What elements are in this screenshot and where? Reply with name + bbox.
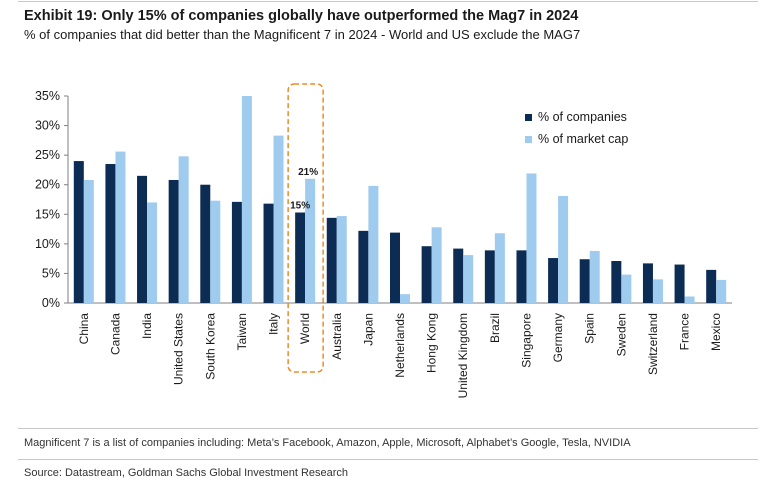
x-tick-label: Spain (583, 313, 597, 344)
x-tick-label: Brazil (488, 313, 502, 343)
bar-companies-germany (548, 258, 559, 303)
bar-companies-mexico (706, 269, 717, 303)
bar-market-cap-world (305, 178, 316, 303)
x-tick-label: France (678, 313, 692, 351)
x-tick-label: Mexico (709, 313, 723, 351)
x-tick-label: China (77, 313, 91, 345)
bar-market-cap-united-states (178, 156, 189, 303)
x-tick-label: Italy (267, 313, 281, 335)
bar-companies-france (674, 264, 685, 303)
y-tick-label: 20% (35, 178, 60, 192)
bar-market-cap-switzerland (652, 279, 663, 303)
x-tick-label: Sweden (614, 313, 628, 356)
bar-companies-sweden (611, 261, 622, 303)
bar-market-cap-south-korea (210, 200, 221, 303)
y-tick-label: 0% (42, 296, 60, 310)
bar-companies-brazil (484, 250, 495, 303)
source-divider (18, 459, 758, 460)
x-tick-label: World (298, 313, 312, 344)
x-tick-label: Japan (361, 313, 375, 346)
x-tick-label: Canada (108, 313, 122, 355)
bar-companies-hong-kong (421, 246, 432, 303)
bar-market-cap-canada (115, 151, 126, 303)
data-label: 21% (298, 167, 318, 178)
footer-divider (18, 428, 758, 429)
bar-market-cap-taiwan (241, 96, 252, 303)
bar-companies-south-korea (200, 184, 211, 303)
bar-companies-united-kingdom (453, 248, 464, 303)
chart-bars: 15% 21% (73, 83, 727, 373)
bar-market-cap-united-kingdom (463, 255, 474, 303)
x-tick-label: United States (172, 313, 186, 385)
x-tick-label: Hong Kong (425, 313, 439, 373)
bar-market-cap-sweden (621, 274, 632, 303)
bar-market-cap-germany (558, 195, 569, 303)
chart-title: Exhibit 19: Only 15% of companies global… (24, 8, 579, 24)
bar-companies-india (137, 175, 148, 303)
bar-companies-netherlands (390, 232, 400, 303)
bar-market-cap-brazil (494, 233, 505, 303)
y-tick-label: 5% (42, 266, 60, 280)
bar-market-cap-australia (336, 216, 347, 303)
x-tick-label: United Kingdom (456, 313, 470, 398)
bar-market-cap-china (83, 179, 94, 303)
x-tick-label: India (140, 313, 154, 339)
source-note: Source: Datastream, Goldman Sachs Global… (24, 467, 349, 479)
bar-market-cap-hong-kong (431, 227, 442, 303)
legend-label: % of market cap (538, 132, 628, 146)
x-tick-label: Netherlands (393, 313, 407, 378)
bar-companies-world (295, 212, 306, 303)
bar-companies-spain (579, 259, 590, 303)
bar-market-cap-singapore (526, 173, 537, 303)
x-tick-label: South Korea (203, 313, 217, 380)
chart-category-labels: China Canada India United States South Korea… (77, 313, 723, 399)
bar-companies-united-states (168, 179, 179, 303)
bar-companies-taiwan (231, 201, 242, 303)
footnote: Magnificent 7 is a list of companies inc… (24, 437, 631, 449)
bar-companies-singapore (516, 250, 527, 303)
bar-market-cap-italy (273, 135, 284, 303)
y-tick-label: 30% (35, 119, 60, 133)
bar-companies-australia (326, 217, 337, 303)
x-tick-label: Switzerland (646, 313, 660, 375)
chart-legend: % of companies % of market cap (525, 110, 628, 146)
chart-subtitle: % of companies that did better than the … (24, 27, 581, 42)
y-tick-label: 25% (35, 148, 60, 162)
legend-swatch (525, 136, 532, 143)
bar-market-cap-mexico (716, 279, 727, 303)
y-tick-label: 10% (35, 237, 60, 251)
x-tick-label: Taiwan (235, 313, 249, 350)
bar-market-cap-netherlands (400, 294, 410, 303)
x-tick-label: Singapore (519, 313, 533, 368)
bar-companies-japan (358, 230, 369, 303)
x-tick-label: Germany (551, 313, 565, 362)
bar-companies-china (73, 161, 84, 303)
bar-chart: 0% 5% 10% 15% 20% 25% 30% 35% 15% 21% China Canad… (35, 83, 732, 399)
bar-companies-italy (263, 203, 274, 303)
bar-market-cap-japan (368, 185, 379, 303)
bar-market-cap-france (684, 296, 695, 303)
bar-companies-switzerland (642, 263, 653, 303)
legend-swatch (525, 114, 532, 121)
bar-companies-canada (105, 164, 116, 303)
legend-label: % of companies (538, 110, 627, 124)
x-tick-label: Australia (330, 313, 344, 360)
bar-market-cap-india (147, 202, 158, 303)
bar-market-cap-spain (589, 250, 600, 303)
y-tick-label: 35% (35, 89, 60, 103)
y-tick-label: 15% (35, 207, 60, 221)
top-divider (18, 1, 758, 2)
highlight-box-world (287, 83, 324, 373)
data-label: 15% (290, 201, 310, 212)
